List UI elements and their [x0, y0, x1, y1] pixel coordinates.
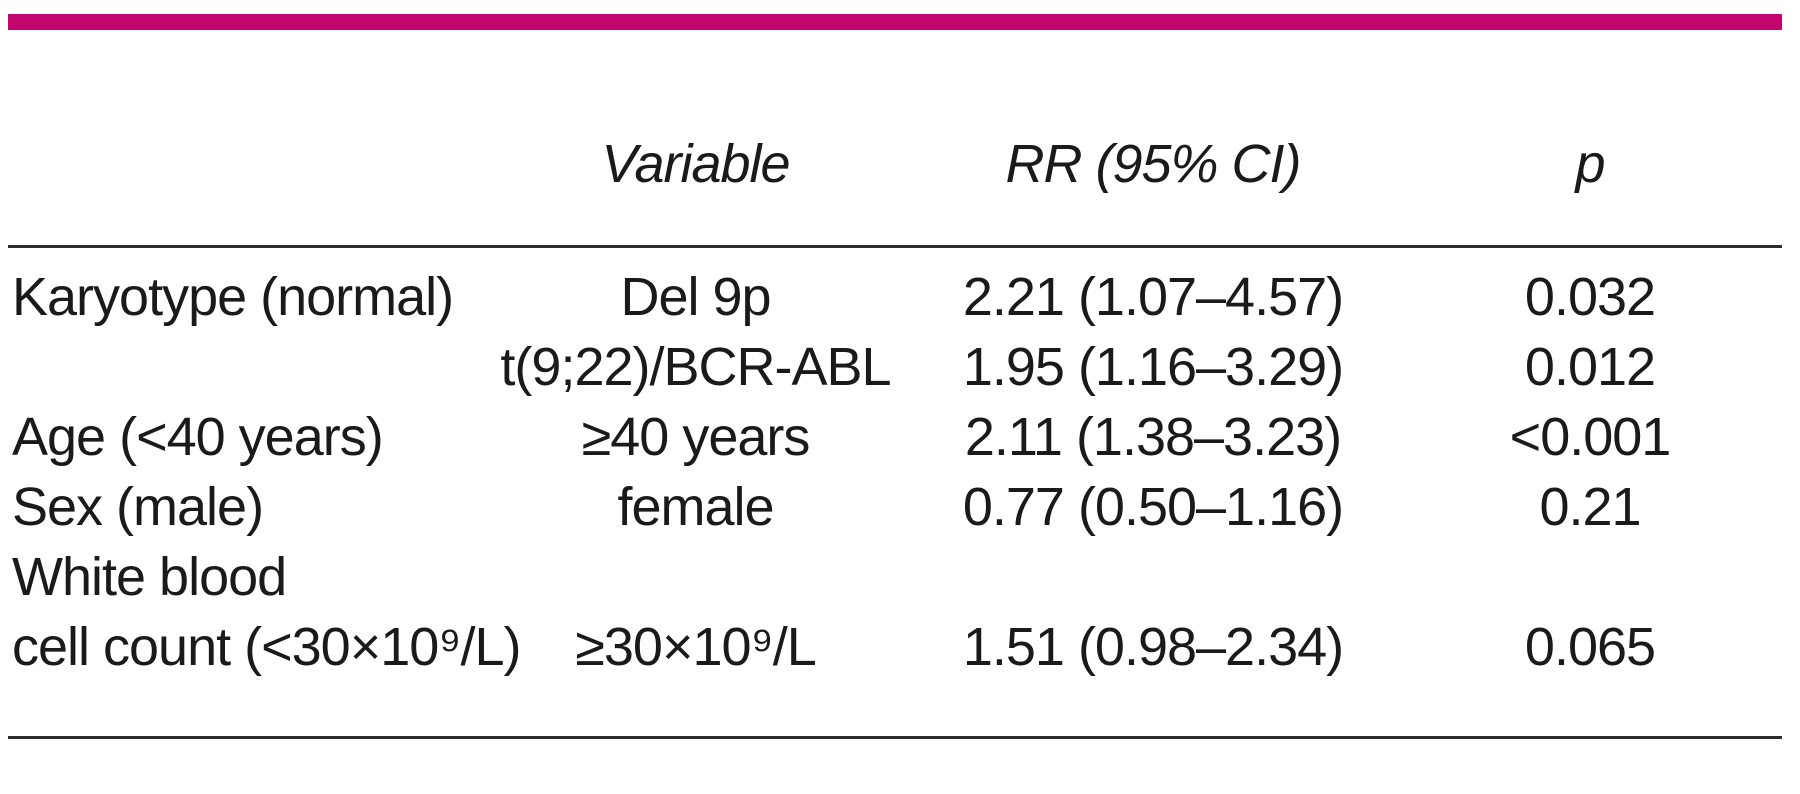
row-rr-ci: 2.11 (1.38–3.23) — [964, 407, 1342, 467]
table-bottom-rule — [8, 736, 1782, 739]
table-header-row: Variable RR (95% CI) p — [8, 128, 1782, 200]
row-label: White blood — [12, 547, 287, 607]
row-label: Sex (male) — [12, 477, 264, 537]
row-p-value — [1368, 542, 1782, 612]
header-variable: Variable — [601, 134, 790, 194]
row-rr-ci: 1.51 (0.98–2.34) — [962, 617, 1344, 677]
row-p-value: 0.065 — [1524, 617, 1656, 677]
row-p-value: 0.21 — [1539, 477, 1641, 537]
row-rr-ci: 0.77 (0.50–1.16) — [962, 477, 1344, 537]
row-variable: t(9;22)/BCR-ABL — [500, 337, 891, 397]
row-variable: ≥30×10⁹/L — [575, 617, 816, 677]
header-p-value: p — [1575, 134, 1605, 194]
table-top-rule — [8, 245, 1782, 248]
row-rr-ci — [938, 542, 1368, 612]
row-p-value: 0.032 — [1524, 267, 1656, 327]
row-label: Karyotype (normal) — [12, 267, 454, 327]
row-variable: ≥40 years — [581, 407, 811, 467]
row-variable — [453, 542, 938, 612]
row-label: cell count (<30×10⁹/L) — [12, 617, 521, 677]
row-variable: Del 9p — [620, 267, 771, 327]
accent-bar — [8, 14, 1782, 30]
table-body: Karyotype (normal) Del 9p 2.21 (1.07–4.5… — [8, 262, 1782, 682]
row-rr-ci: 2.21 (1.07–4.57) — [962, 267, 1344, 327]
row-rr-ci: 1.95 (1.16–3.29) — [962, 337, 1344, 397]
row-p-value: <0.001 — [1509, 407, 1672, 467]
header-rr-ci: RR (95% CI) — [1005, 134, 1301, 194]
row-label — [8, 332, 453, 402]
row-p-value: 0.012 — [1524, 337, 1656, 397]
row-variable: female — [617, 477, 774, 537]
row-label: Age (<40 years) — [12, 407, 384, 467]
